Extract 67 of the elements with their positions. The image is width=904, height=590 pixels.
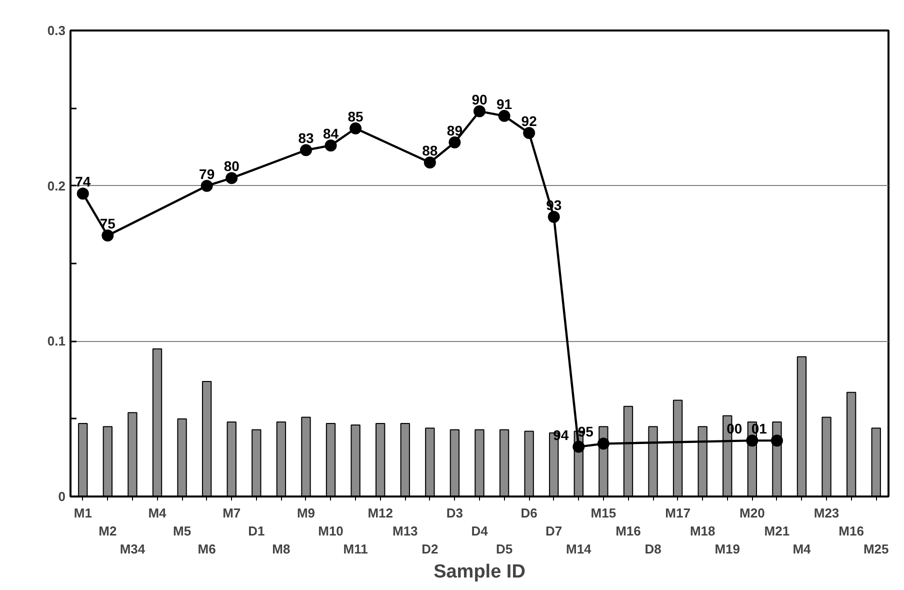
x-tick-label: M14	[566, 542, 592, 556]
x-tick-label: M7	[222, 506, 241, 520]
annotation: 91	[496, 96, 512, 112]
x-tick-label: M13	[392, 524, 418, 538]
x-axis-title: Sample ID	[434, 562, 526, 582]
x-tick-label: M15	[590, 506, 616, 520]
point	[597, 438, 610, 450]
annotation: 85	[348, 108, 364, 124]
point	[424, 156, 436, 169]
point	[523, 127, 536, 140]
x-tick-label: D4	[471, 524, 489, 538]
point	[746, 434, 758, 447]
point	[226, 172, 238, 184]
point	[300, 144, 312, 156]
point	[76, 188, 89, 200]
x-tick-label: M10	[318, 524, 344, 538]
x-tick-label: D5	[496, 542, 513, 556]
x-tick-label: M16	[616, 524, 641, 538]
annotation: 92	[521, 113, 538, 130]
x-tick-label: M12	[368, 506, 393, 520]
x-tick-label: D7	[546, 524, 562, 538]
annotation: 89	[446, 122, 463, 138]
point	[498, 110, 510, 122]
x-tick-label: M11	[343, 542, 368, 556]
x-tick-label: M8	[272, 542, 290, 556]
x-tick-label: M5	[173, 524, 192, 538]
y-tick-label: 0	[58, 489, 66, 504]
point	[770, 434, 783, 447]
x-tick-label: M19	[714, 542, 740, 556]
x-tick-label: M20	[740, 506, 765, 520]
annotation: 84	[322, 125, 339, 142]
x-tick-label: M4	[792, 542, 812, 556]
point	[102, 230, 114, 242]
x-tick-label: M34	[120, 542, 146, 556]
x-tick-label: M17	[665, 506, 690, 520]
point	[324, 139, 337, 152]
x-tick-label: M18	[690, 524, 716, 538]
y-tick-label: 0.1	[47, 334, 66, 349]
annotation: 94	[553, 426, 569, 443]
x-tick-label: D8	[644, 542, 662, 556]
annotation: 83	[298, 130, 314, 146]
x-tick-label: M6	[198, 542, 216, 556]
x-tick-label: M9	[296, 506, 316, 520]
x-tick-label: D1	[248, 524, 265, 538]
x-tick-label: M16	[838, 524, 864, 538]
y-tick-label: 0.3	[47, 23, 66, 38]
x-tick-label: M4	[148, 506, 168, 520]
x-tick-label: M1	[74, 506, 92, 520]
x-tick-label: M21	[764, 524, 790, 538]
x-tick-label: D3	[446, 506, 464, 520]
point	[474, 105, 486, 118]
annotation: 74	[75, 174, 91, 190]
x-tick-label: M25	[863, 542, 889, 556]
point	[200, 180, 213, 192]
annotation: 90	[472, 91, 488, 108]
x-tick-label: D2	[422, 542, 438, 556]
point	[572, 440, 585, 453]
x-tick-label: M23	[814, 506, 840, 520]
annotation: 88	[422, 142, 438, 159]
annotation: 79	[199, 166, 215, 182]
x-tick-label: M2	[98, 524, 117, 538]
y-tick-label: 0.2	[47, 178, 66, 194]
point	[350, 122, 362, 134]
x-tick-label: D6	[520, 506, 538, 520]
point	[448, 136, 461, 148]
point	[548, 210, 560, 223]
annotation: 80	[224, 158, 240, 174]
